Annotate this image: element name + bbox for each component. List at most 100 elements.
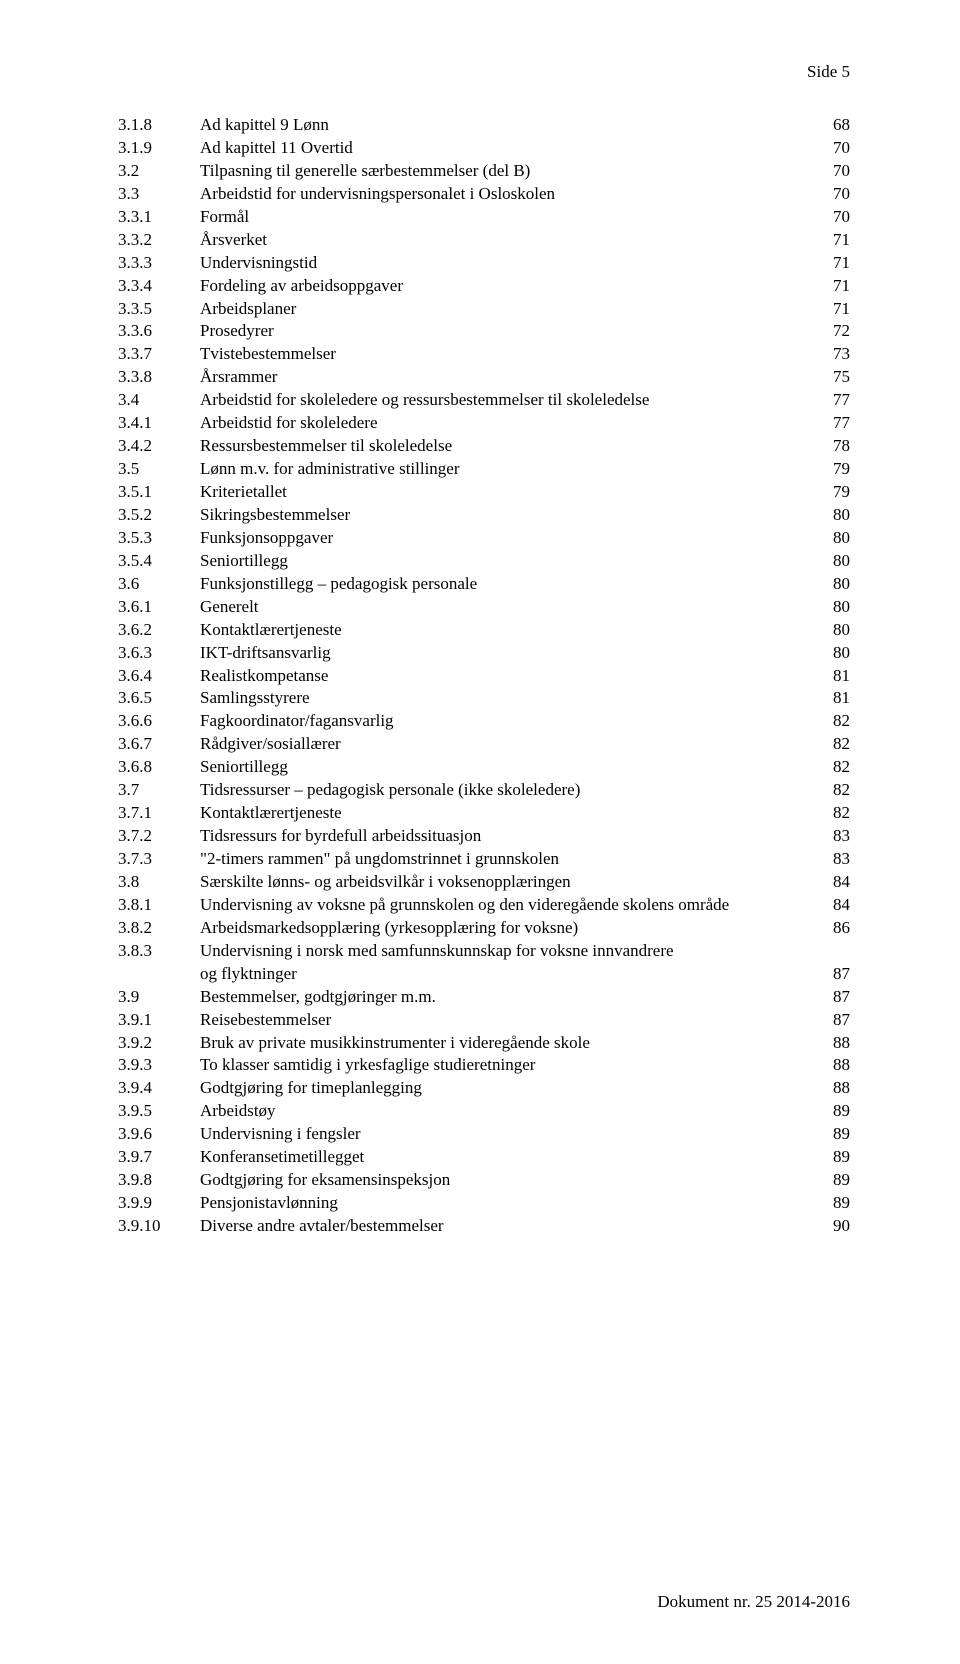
toc-number: 3.3.5 [118, 298, 200, 321]
toc-row: 3.5.2Sikringsbestemmelser80 [118, 504, 850, 527]
toc-title: Ad kapittel 9 Lønn [200, 114, 329, 137]
toc-title: Særskilte lønns- og arbeidsvilkår i voks… [200, 871, 571, 894]
toc-title: Arbeidstid for skoleledere og ressursbes… [200, 389, 649, 412]
toc-page-number: 71 [833, 252, 850, 275]
toc-page-number: 77 [833, 389, 850, 412]
toc-page-number: 87 [833, 1009, 850, 1032]
toc-page-number: 68 [833, 114, 850, 137]
toc-row: 3.6.4Realistkompetanse81 [118, 665, 850, 688]
toc-row: 3.5.4Seniortillegg80 [118, 550, 850, 573]
toc-row: 3.1.9Ad kapittel 11 Overtid70 [118, 137, 850, 160]
toc-number: 3.6.4 [118, 665, 200, 688]
toc-page-number: 81 [833, 687, 850, 710]
page: Side 5 3.1.8Ad kapittel 9 Lønn 683.1.9Ad … [0, 0, 960, 1238]
toc-page-number: 75 [833, 366, 850, 389]
toc-number: 3.7.1 [118, 802, 200, 825]
toc-title: Fordeling av arbeidsoppgaver [200, 275, 403, 298]
toc-title: Rådgiver/sosiallærer [200, 733, 341, 756]
toc-number: 3.8.2 [118, 917, 200, 940]
toc-title: Formål [200, 206, 249, 229]
toc-number: 3.9.6 [118, 1123, 200, 1146]
toc-row: 3.3.2Årsverket71 [118, 229, 850, 252]
toc-row: 3.3.5Arbeidsplaner71 [118, 298, 850, 321]
toc-page-number: 73 [833, 343, 850, 366]
toc-title: Ressursbestemmelser til skoleledelse [200, 435, 452, 458]
toc-number: 3.3.2 [118, 229, 200, 252]
toc-page-number: 80 [833, 573, 850, 596]
page-header: Side 5 [118, 62, 850, 82]
toc-title: Undervisning i fengsler [200, 1123, 361, 1146]
toc-page-number: 70 [833, 137, 850, 160]
toc-page-number: 82 [833, 710, 850, 733]
toc-number: 3.8.1 [118, 894, 200, 917]
toc-number: 3.2 [118, 160, 200, 183]
toc-page-number: 89 [833, 1169, 850, 1192]
toc-title: Fagkoordinator/fagansvarlig [200, 710, 394, 733]
toc-row: 3.3.1Formål70 [118, 206, 850, 229]
toc-row: 3.2Tilpasning til generelle særbestemmel… [118, 160, 850, 183]
toc-title: Tilpasning til generelle særbestemmelser… [200, 160, 530, 183]
toc-title: Samlingsstyrere [200, 687, 310, 710]
toc-number: 3.9.5 [118, 1100, 200, 1123]
toc-title: Arbeidstøy [200, 1100, 276, 1123]
toc-row: 3.9.1Reisebestemmelser87 [118, 1009, 850, 1032]
toc-number: 3.3.6 [118, 320, 200, 343]
toc-number: 3.9.1 [118, 1009, 200, 1032]
toc-title: Godtgjøring for timeplanlegging [200, 1077, 422, 1100]
toc-row: 3.3.8Årsrammer75 [118, 366, 850, 389]
toc-number: 3.9 [118, 986, 200, 1009]
toc-title: Undervisning av voksne på grunnskolen og… [200, 894, 729, 917]
toc-row: 3.9.4Godtgjøring for timeplanlegging88 [118, 1077, 850, 1100]
toc-row: 3.6.1Generelt80 [118, 596, 850, 619]
toc-page-number: 79 [833, 481, 850, 504]
toc-page-number: 84 [833, 894, 850, 917]
toc-row: 3.6.8Seniortillegg82 [118, 756, 850, 779]
toc-page-number: 72 [833, 320, 850, 343]
toc-page-number: 83 [833, 825, 850, 848]
toc-row: 3.3.6Prosedyrer72 [118, 320, 850, 343]
toc-number: 3.7.3 [118, 848, 200, 871]
toc-title: Tidsressurs for byrdefull arbeidssituasj… [200, 825, 481, 848]
toc-number: 3.3.7 [118, 343, 200, 366]
toc-number: 3.7 [118, 779, 200, 802]
toc-page-number: 80 [833, 550, 850, 573]
toc-page-number: 89 [833, 1146, 850, 1169]
toc-page-number: 88 [833, 1054, 850, 1077]
toc-row: 3.8.3Undervisning i norsk med samfunnsku… [118, 940, 850, 963]
toc-row: 3.3.3Undervisningstid71 [118, 252, 850, 275]
toc-number: 3.9.7 [118, 1146, 200, 1169]
toc-number: 3.3.1 [118, 206, 200, 229]
toc-number: 3.6 [118, 573, 200, 596]
toc-title: Årsrammer [200, 366, 277, 389]
toc-number: 3.8.3 [118, 940, 200, 963]
toc-number: 3.6.2 [118, 619, 200, 642]
toc-title: Undervisning i norsk med samfunnskunnska… [200, 940, 674, 963]
toc-number: 3.9.2 [118, 1032, 200, 1055]
toc-page-number: 71 [833, 275, 850, 298]
toc-title: Sikringsbestemmelser [200, 504, 350, 527]
toc-title: Tvistebestemmelser [200, 343, 336, 366]
toc-row: 3.9.6Undervisning i fengsler89 [118, 1123, 850, 1146]
toc-number: 3.8 [118, 871, 200, 894]
toc-page-number: 78 [833, 435, 850, 458]
toc-number: 3.5.3 [118, 527, 200, 550]
toc-title: Undervisningstid [200, 252, 317, 275]
toc-number: 3.4.2 [118, 435, 200, 458]
toc-title: Seniortillegg [200, 756, 288, 779]
toc-row: 3.8Særskilte lønns- og arbeidsvilkår i v… [118, 871, 850, 894]
toc-row: 3.9.9Pensjonistavlønning89 [118, 1192, 850, 1215]
toc-number: 3.1.8 [118, 114, 200, 137]
toc-page-number: 71 [833, 298, 850, 321]
toc-page-number: 84 [833, 871, 850, 894]
toc-row: 3.4.1Arbeidstid for skoleledere77 [118, 412, 850, 435]
toc-page-number: 87 [833, 986, 850, 1009]
toc-title: Funksjonstillegg – pedagogisk personale [200, 573, 477, 596]
toc-title: Funksjonsoppgaver [200, 527, 333, 550]
toc-row: 3.6.2Kontaktlærertjeneste80 [118, 619, 850, 642]
toc-number: 3.6.1 [118, 596, 200, 619]
toc-page-number: 70 [833, 160, 850, 183]
toc-row: 3.4Arbeidstid for skoleledere og ressurs… [118, 389, 850, 412]
toc-row: 3.9.3To klasser samtidig i yrkesfaglige … [118, 1054, 850, 1077]
table-of-contents: 3.1.8Ad kapittel 9 Lønn 683.1.9Ad kapitte… [118, 114, 850, 1238]
toc-number: 3.3.4 [118, 275, 200, 298]
